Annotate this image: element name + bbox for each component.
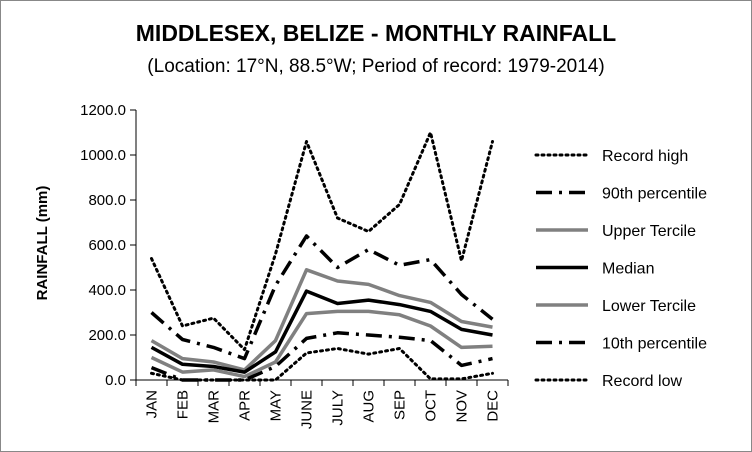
legend-label: 90th percentile (602, 186, 707, 203)
series-line-record-high (150, 131, 494, 352)
y-tick-label: 400.0 (88, 282, 126, 299)
series-line-90th-percentile (150, 234, 494, 361)
x-tick-label: AUG (361, 390, 378, 423)
x-tick-label: OCT (423, 390, 440, 422)
x-tick-label: MAY (268, 390, 285, 421)
y-tick-label: 1000.0 (80, 147, 126, 164)
legend-entry: Upper Tercile (536, 223, 696, 240)
legend-entry: Record low (534, 373, 682, 390)
x-tick-label: MAR (206, 390, 223, 424)
legend-entry: Lower Tercile (536, 298, 696, 315)
series-line-10th-percentile (150, 331, 493, 382)
y-tick-label: 1200.0 (80, 102, 126, 119)
series-line-upper-tercile (150, 268, 493, 372)
series-line-record-low (150, 347, 494, 382)
legend-label: 10th percentile (602, 336, 707, 353)
x-tick-label: APR (237, 390, 254, 421)
x-tick-label: JAN (144, 390, 161, 418)
legend-label: Record low (602, 373, 682, 390)
legend-label: Upper Tercile (602, 223, 696, 240)
legend-label: Lower Tercile (602, 298, 696, 315)
chart-subtitle: (Location: 17°N, 88.5°W; Period of recor… (147, 56, 605, 77)
y-tick-label: 600.0 (88, 237, 126, 254)
x-tick-label: NOV (454, 390, 471, 423)
series-line-median (150, 289, 493, 374)
y-tick-label: 200.0 (88, 327, 126, 344)
series-line-lower-tercile (150, 309, 493, 379)
legend-entry: 10th percentile (536, 336, 707, 353)
x-tick-label: JUNE (299, 390, 316, 429)
x-tick-label: FEB (175, 390, 192, 419)
y-axis-label: RAINFALL (mm) (34, 186, 51, 301)
x-tick-label: JULY (330, 390, 347, 426)
x-tick-label: DEC (485, 390, 502, 422)
legend-entry: Record high (534, 148, 688, 165)
chart-title: MIDDLESEX, BELIZE - MONTHLY RAINFALL (135, 20, 617, 46)
y-tick-label: 0.0 (105, 372, 126, 389)
y-tick-label: 800.0 (88, 192, 126, 209)
legend-label: Record high (602, 148, 688, 165)
legend-entry: 90th percentile (536, 186, 707, 203)
x-tick-label: SEP (392, 390, 409, 420)
legend-entry: Median (536, 261, 654, 278)
legend-label: Median (602, 261, 654, 278)
